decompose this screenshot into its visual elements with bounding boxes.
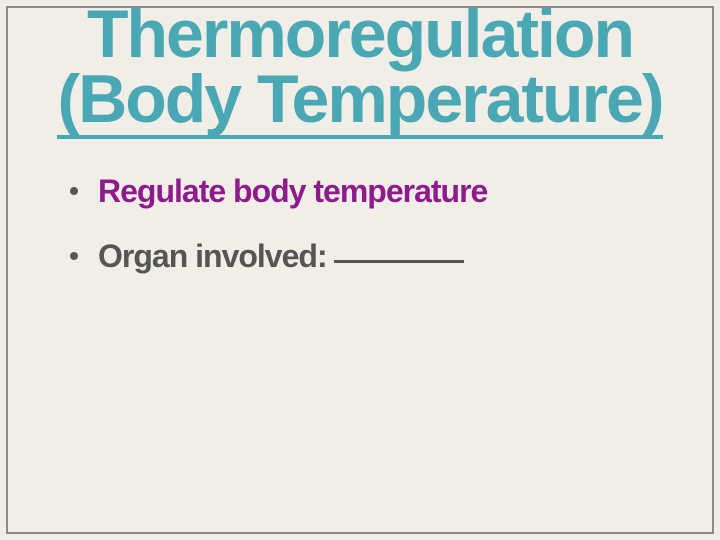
bullet-text-1: Organ involved: [98, 238, 334, 274]
title-line-2: (Body Temperature) [57, 61, 662, 137]
bullet-item-1: Organ involved: [98, 238, 712, 275]
title-container: Thermoregulation (Body Temperature) [8, 2, 712, 139]
bullet-list: Regulate body temperature Organ involved… [8, 173, 712, 275]
bullet-item-0: Regulate body temperature [98, 173, 712, 210]
slide-frame: Thermoregulation (Body Temperature) Regu… [6, 6, 714, 534]
bullet-text-0: Regulate body temperature [98, 173, 487, 209]
bullet-dot-icon [70, 252, 78, 260]
bullet-dot-icon [70, 187, 78, 195]
slide-title: Thermoregulation (Body Temperature) [57, 2, 662, 139]
fill-in-blank [334, 260, 464, 263]
